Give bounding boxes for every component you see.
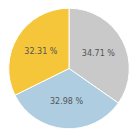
svg-text:32.98 %: 32.98 % <box>50 97 83 106</box>
svg-text:34.71 %: 34.71 % <box>82 49 115 58</box>
svg-text:32.31 %: 32.31 % <box>24 47 57 56</box>
